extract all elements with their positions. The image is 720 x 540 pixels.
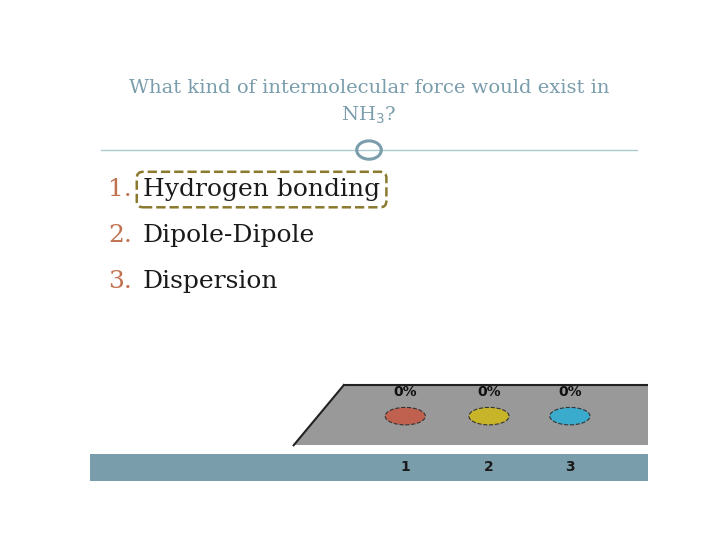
Ellipse shape [469, 407, 509, 425]
Text: 0%: 0% [477, 385, 501, 399]
Text: Dipole-Dipole: Dipole-Dipole [143, 224, 315, 247]
Polygon shape [294, 385, 648, 446]
Text: What kind of intermolecular force would exist in: What kind of intermolecular force would … [129, 79, 609, 97]
Text: 2.: 2. [108, 224, 132, 247]
Text: NH$_3$?: NH$_3$? [341, 105, 397, 126]
Text: 3: 3 [565, 460, 575, 474]
Text: 1: 1 [400, 460, 410, 474]
Text: 1.: 1. [108, 178, 132, 201]
Text: Dispersion: Dispersion [143, 269, 279, 293]
Text: 2: 2 [484, 460, 494, 474]
FancyBboxPatch shape [90, 454, 648, 481]
Text: 0%: 0% [393, 385, 417, 399]
Ellipse shape [385, 407, 426, 425]
Text: 3.: 3. [108, 269, 132, 293]
Text: 0%: 0% [558, 385, 582, 399]
Text: Hydrogen bonding: Hydrogen bonding [143, 178, 380, 201]
Ellipse shape [550, 407, 590, 425]
